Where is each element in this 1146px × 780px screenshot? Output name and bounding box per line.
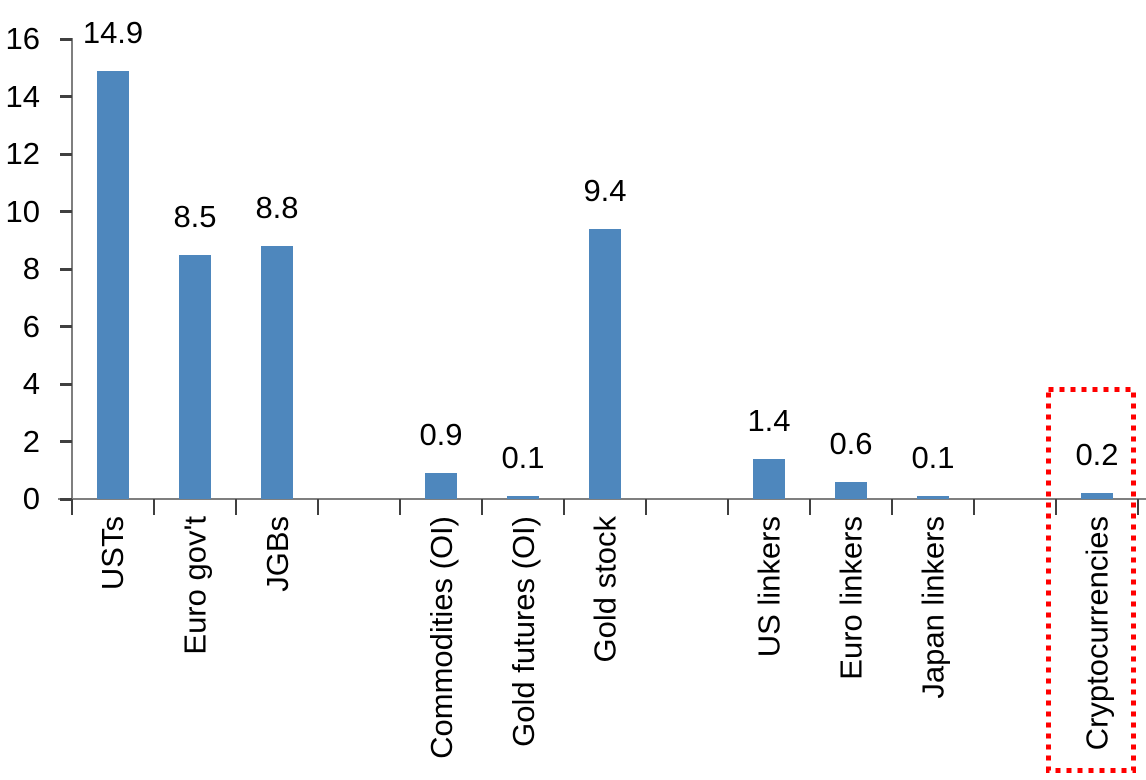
- bar: [507, 496, 539, 499]
- y-axis-tick: [60, 440, 72, 443]
- y-axis-tick: [60, 325, 72, 328]
- x-axis-category-label: Gold futures (OI): [505, 516, 541, 747]
- y-axis-tick-label: 0: [22, 481, 40, 516]
- bar-value-label: 14.9: [82, 14, 144, 50]
- x-axis-category-label: USTs: [95, 516, 131, 591]
- bar-value-label: 0.6: [829, 425, 873, 461]
- y-axis-tick: [60, 37, 72, 41]
- bar: [97, 70, 129, 499]
- x-axis-tick: [235, 499, 237, 515]
- y-axis-tick-label: 2: [22, 423, 40, 459]
- bar-value-label: 9.4: [583, 172, 627, 208]
- y-axis-tick-label: 12: [5, 136, 40, 171]
- y-axis-tick: [60, 95, 72, 98]
- bar-value-label: 1.4: [747, 402, 791, 438]
- bar-value-label: 0.1: [501, 440, 545, 476]
- x-axis-category-label: JGBs: [259, 516, 295, 592]
- x-axis-tick: [809, 499, 811, 515]
- y-axis-tick: [60, 210, 72, 213]
- bar: [261, 246, 293, 499]
- x-axis-tick: [563, 499, 565, 515]
- y-axis-tick: [60, 497, 72, 501]
- y-axis-tick: [60, 382, 72, 386]
- x-axis-tick: [645, 499, 647, 515]
- bar: [835, 481, 867, 499]
- x-axis-tick: [1137, 499, 1139, 515]
- bar-value-label: 0.1: [911, 440, 955, 476]
- y-axis-tick-label: 8: [22, 251, 40, 286]
- y-axis-tick-label: 6: [22, 308, 40, 344]
- y-axis-tick-label: 14: [5, 78, 40, 114]
- bar: [589, 228, 621, 499]
- x-axis-tick: [399, 499, 401, 515]
- x-axis-tick: [71, 499, 73, 515]
- bar: [1081, 493, 1113, 499]
- x-axis-category-label: Euro gov't: [177, 516, 213, 655]
- x-axis-tick: [317, 499, 319, 515]
- x-axis-tick: [153, 499, 155, 515]
- x-axis-tick: [1055, 499, 1057, 515]
- x-axis-category-label: Euro linkers: [833, 516, 869, 680]
- x-axis-tick: [481, 499, 483, 515]
- x-axis-category-label: Japan linkers: [915, 516, 951, 699]
- bar-value-label: 8.5: [173, 198, 217, 234]
- bar-value-label: 0.9: [419, 417, 463, 453]
- y-axis-tick: [60, 152, 72, 156]
- x-axis-category-label: Commodities (OI): [423, 516, 459, 759]
- bar: [917, 496, 949, 499]
- x-axis-tick: [891, 499, 893, 515]
- x-axis-category-label: US linkers: [751, 516, 787, 658]
- y-axis-tick-label: 10: [5, 193, 40, 229]
- x-axis-tick: [973, 499, 975, 515]
- y-axis-tick-label: 4: [22, 366, 40, 401]
- y-axis-tick-label: 16: [5, 21, 40, 56]
- x-axis-line: [58, 498, 1146, 500]
- bar-value-label: 8.8: [255, 190, 299, 225]
- y-axis-line: [71, 38, 73, 513]
- bar: [425, 473, 457, 499]
- y-axis-tick: [60, 267, 72, 271]
- x-axis-category-label: Cryptocurrencies: [1079, 516, 1115, 751]
- bar: [753, 458, 785, 499]
- bar-value-label: 0.2: [1075, 437, 1119, 473]
- x-axis-category-label: Gold stock: [587, 516, 623, 663]
- bar: [179, 254, 211, 499]
- x-axis-tick: [727, 499, 729, 515]
